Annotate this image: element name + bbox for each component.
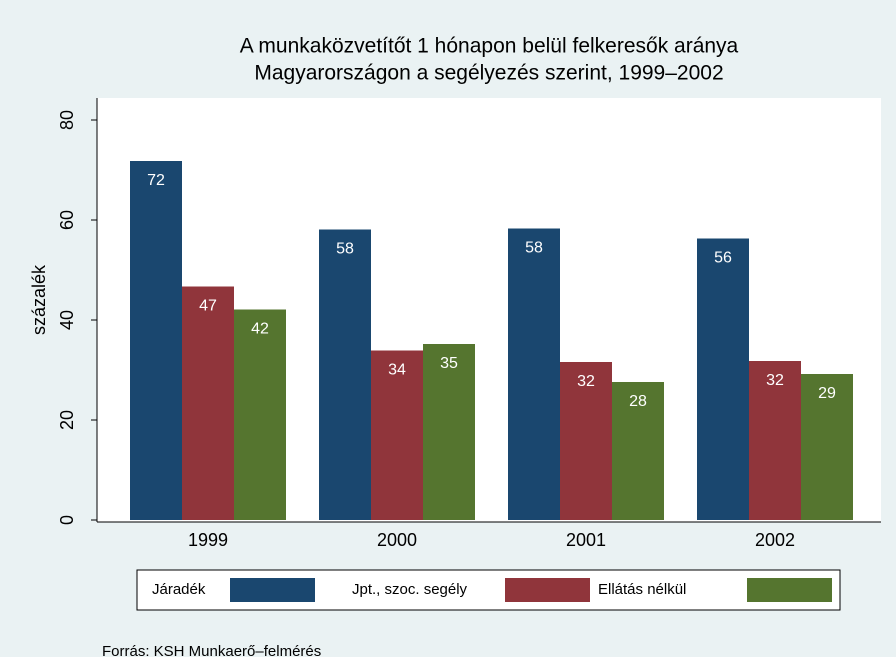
bar-label: 28 — [629, 393, 647, 410]
bar — [319, 229, 371, 520]
y-tick-label: 60 — [57, 210, 77, 230]
legend-swatch — [230, 578, 315, 602]
legend-label: Jpt., szoc. segély — [352, 581, 468, 598]
bar-label: 32 — [577, 373, 595, 390]
x-tick-label: 1999 — [188, 530, 228, 550]
bar-label: 56 — [714, 250, 732, 267]
bar — [612, 382, 664, 520]
bar-label: 34 — [388, 362, 406, 379]
bar — [749, 361, 801, 520]
y-tick-label: 20 — [57, 410, 77, 430]
legend-swatch — [747, 578, 832, 602]
bar-label: 35 — [440, 355, 458, 372]
bar — [560, 362, 612, 520]
bar-label: 47 — [199, 298, 217, 315]
bar — [234, 309, 286, 520]
x-tick-label: 2001 — [566, 530, 606, 550]
bar — [697, 238, 749, 520]
chart-title: A munkaközvetítőt 1 hónapon belül felker… — [240, 35, 739, 58]
bar-label: 29 — [818, 385, 836, 402]
bar — [508, 228, 560, 520]
bar-label: 42 — [251, 321, 269, 338]
y-axis-label: százalék — [29, 264, 49, 335]
bar — [182, 286, 234, 520]
bar-label: 72 — [147, 172, 165, 189]
y-tick-label: 40 — [57, 310, 77, 330]
legend-label: Ellátás nélkül — [598, 581, 686, 598]
bar — [371, 350, 423, 520]
bar-label: 58 — [336, 241, 354, 258]
bar — [130, 161, 182, 520]
source-note: Forrás: KSH Munkaerő–felmérés — [102, 643, 321, 657]
y-tick-label: 80 — [57, 110, 77, 130]
legend-label: Járadék — [152, 581, 206, 598]
legend-swatch — [505, 578, 590, 602]
bar-label: 58 — [525, 240, 543, 257]
y-tick-label: 0 — [57, 515, 77, 525]
bar — [801, 374, 853, 520]
bar-label: 32 — [766, 372, 784, 389]
bar — [423, 344, 475, 520]
x-tick-label: 2000 — [377, 530, 417, 550]
x-tick-label: 2002 — [755, 530, 795, 550]
chart-title: Magyarországon a segélyezés szerint, 199… — [254, 62, 723, 85]
